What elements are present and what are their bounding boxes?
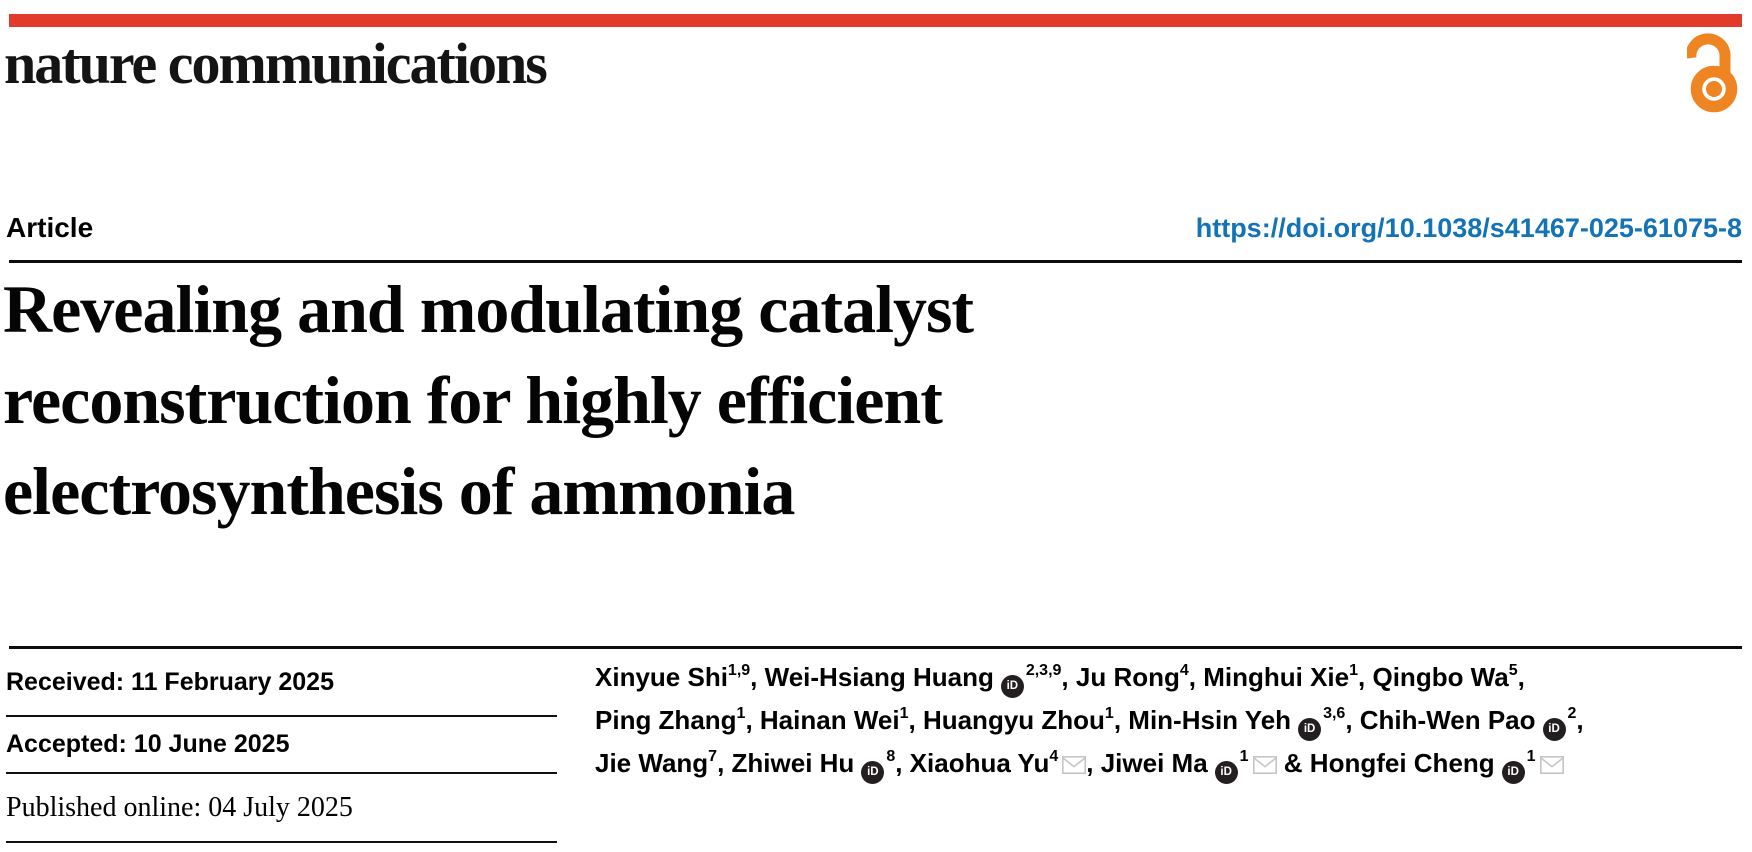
author-separator: , bbox=[1517, 662, 1525, 692]
author-affiliation-superscript: 2 bbox=[1567, 705, 1577, 722]
orcid-icon[interactable]: iD bbox=[1298, 717, 1322, 741]
author-separator: , bbox=[1061, 662, 1076, 692]
author-separator: & bbox=[1276, 748, 1310, 778]
author-separator: , bbox=[1576, 705, 1584, 735]
orcid-icon[interactable]: iD bbox=[1542, 717, 1566, 741]
author-separator: , bbox=[908, 705, 923, 735]
author-affiliation-superscript: 1 bbox=[1526, 748, 1536, 765]
header-divider bbox=[9, 260, 1742, 263]
author-separator: , bbox=[1358, 662, 1373, 692]
author-affiliation-superscript: 4 bbox=[1049, 748, 1059, 765]
author-separator: , bbox=[750, 662, 765, 692]
author-name: Hongfei Cheng bbox=[1309, 748, 1495, 778]
accepted-date: Accepted: 10 June 2025 bbox=[6, 730, 290, 758]
brand-red-bar bbox=[9, 14, 1742, 27]
author-separator: , bbox=[1086, 748, 1101, 778]
author-name: Zhiwei Hu bbox=[731, 748, 855, 778]
author-line: Xinyue Shi1,9, Wei-Hsiang Huang iD2,3,9, … bbox=[595, 658, 1744, 701]
author-name: Wei-Hsiang Huang bbox=[764, 662, 994, 692]
author-affiliation-superscript: 3,6 bbox=[1323, 705, 1346, 722]
author-affiliation-superscript: 1 bbox=[1104, 705, 1114, 722]
orcid-icon[interactable]: iD bbox=[1501, 760, 1525, 784]
author-affiliation-superscript: 5 bbox=[1508, 662, 1518, 679]
email-envelope-icon[interactable] bbox=[1062, 756, 1087, 774]
author-name: Chih-Wen Pao bbox=[1359, 705, 1536, 735]
author-name: Jiwei Ma bbox=[1100, 748, 1208, 778]
author-name: Min-Hsin Yeh bbox=[1128, 705, 1292, 735]
author-separator: , bbox=[717, 748, 732, 778]
article-type-label: Article bbox=[6, 212, 94, 243]
published-date-row: Published online: 04 July 2025 bbox=[6, 774, 557, 843]
author-name: Jie Wang bbox=[595, 748, 709, 778]
received-date-row: Received: 11 February 2025 bbox=[6, 649, 557, 717]
doi-link[interactable]: https://doi.org/10.1038/s41467-025-61075… bbox=[1195, 213, 1742, 243]
author-name: Huangyu Zhou bbox=[922, 705, 1105, 735]
dates-column: Received: 11 February 2025 Accepted: 10 … bbox=[6, 649, 557, 843]
author-affiliation-superscript: 1 bbox=[1349, 662, 1359, 679]
author-separator: , bbox=[895, 748, 910, 778]
author-name: Hainan Wei bbox=[759, 705, 900, 735]
author-name: Minghui Xie bbox=[1203, 662, 1350, 692]
published-online-date: Published online: 04 July 2025 bbox=[6, 791, 353, 823]
author-affiliation-superscript: 2,3,9 bbox=[1025, 662, 1062, 679]
journal-masthead: nature communications bbox=[4, 31, 548, 96]
email-envelope-icon[interactable] bbox=[1539, 756, 1564, 774]
author-affiliation-superscript: 1 bbox=[736, 705, 746, 722]
orcid-icon[interactable]: iD bbox=[1000, 674, 1024, 698]
author-separator: , bbox=[1345, 705, 1360, 735]
author-line: Ping Zhang1, Hainan Wei1, Huangyu Zhou1,… bbox=[595, 701, 1744, 744]
orcid-icon[interactable]: iD bbox=[1214, 760, 1238, 784]
author-name: Ju Rong bbox=[1075, 662, 1180, 692]
author-name: Xiaohua Yu bbox=[909, 748, 1050, 778]
author-separator: , bbox=[1188, 662, 1204, 692]
article-header-row: Article https://doi.org/10.1038/s41467-0… bbox=[6, 212, 1742, 244]
open-access-icon bbox=[1687, 33, 1741, 113]
author-affiliation-superscript: 8 bbox=[886, 748, 896, 765]
author-affiliation-superscript: 1,9 bbox=[727, 662, 751, 679]
author-name: Ping Zhang bbox=[595, 705, 737, 735]
received-date: Received: 11 February 2025 bbox=[6, 667, 334, 696]
author-separator: , bbox=[745, 705, 760, 735]
email-envelope-icon[interactable] bbox=[1252, 756, 1277, 774]
author-name: Qingbo Wa bbox=[1372, 662, 1509, 692]
metadata-divider bbox=[9, 646, 1742, 649]
author-affiliation-superscript: 1 bbox=[1239, 748, 1249, 765]
author-list: Xinyue Shi1,9, Wei-Hsiang Huang iD2,3,9, … bbox=[595, 647, 1744, 787]
orcid-icon[interactable]: iD bbox=[861, 760, 885, 784]
author-name: Xinyue Shi bbox=[595, 662, 728, 692]
author-separator: , bbox=[1113, 705, 1129, 735]
author-affiliation-superscript: 4 bbox=[1179, 662, 1189, 679]
accepted-date-row: Accepted: 10 June 2025 bbox=[6, 717, 557, 774]
paper-title: Revealing and modulating catalyst recons… bbox=[3, 271, 974, 529]
author-affiliation-superscript: 1 bbox=[899, 705, 909, 722]
author-line: Jie Wang7, Zhiwei Hu iD8, Xiaohua Yu4, Ji… bbox=[595, 744, 1744, 787]
author-affiliation-superscript: 7 bbox=[708, 748, 718, 765]
